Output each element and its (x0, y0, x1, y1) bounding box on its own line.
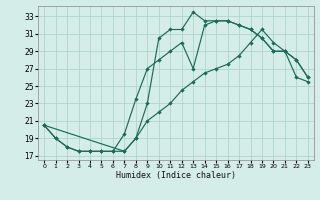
X-axis label: Humidex (Indice chaleur): Humidex (Indice chaleur) (116, 171, 236, 180)
